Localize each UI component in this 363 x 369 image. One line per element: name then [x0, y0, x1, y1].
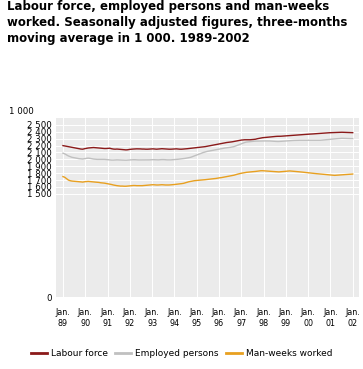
- Text: Jan.: Jan.: [323, 308, 338, 317]
- Text: Jan.: Jan.: [256, 308, 271, 317]
- Text: 02: 02: [348, 319, 358, 328]
- Text: 94: 94: [169, 319, 179, 328]
- Text: Jan.: Jan.: [78, 308, 93, 317]
- Text: 91: 91: [102, 319, 113, 328]
- Text: 92: 92: [125, 319, 135, 328]
- Text: Jan.: Jan.: [301, 308, 315, 317]
- Text: Jan.: Jan.: [212, 308, 227, 317]
- Text: 90: 90: [80, 319, 90, 328]
- Text: Jan.: Jan.: [234, 308, 249, 317]
- Text: 98: 98: [258, 319, 269, 328]
- Text: Labour force, employed persons and man-weeks
worked. Seasonally adjusted figures: Labour force, employed persons and man-w…: [7, 0, 348, 45]
- Text: Jan.: Jan.: [122, 308, 137, 317]
- Legend: Labour force, Employed persons, Man-weeks worked: Labour force, Employed persons, Man-week…: [27, 345, 336, 361]
- Text: 89: 89: [58, 319, 68, 328]
- Text: 01: 01: [325, 319, 335, 328]
- Text: Jan.: Jan.: [278, 308, 293, 317]
- Text: Jan.: Jan.: [145, 308, 159, 317]
- Text: 00: 00: [303, 319, 313, 328]
- Text: 96: 96: [214, 319, 224, 328]
- Text: 95: 95: [192, 319, 202, 328]
- Text: Jan.: Jan.: [100, 308, 115, 317]
- Text: Jan.: Jan.: [189, 308, 204, 317]
- Text: Jan.: Jan.: [56, 308, 70, 317]
- Text: Jan.: Jan.: [167, 308, 182, 317]
- Text: 93: 93: [147, 319, 157, 328]
- Text: 1 000: 1 000: [9, 107, 34, 116]
- Text: 99: 99: [281, 319, 291, 328]
- Text: 97: 97: [236, 319, 246, 328]
- Text: Jan.: Jan.: [345, 308, 360, 317]
